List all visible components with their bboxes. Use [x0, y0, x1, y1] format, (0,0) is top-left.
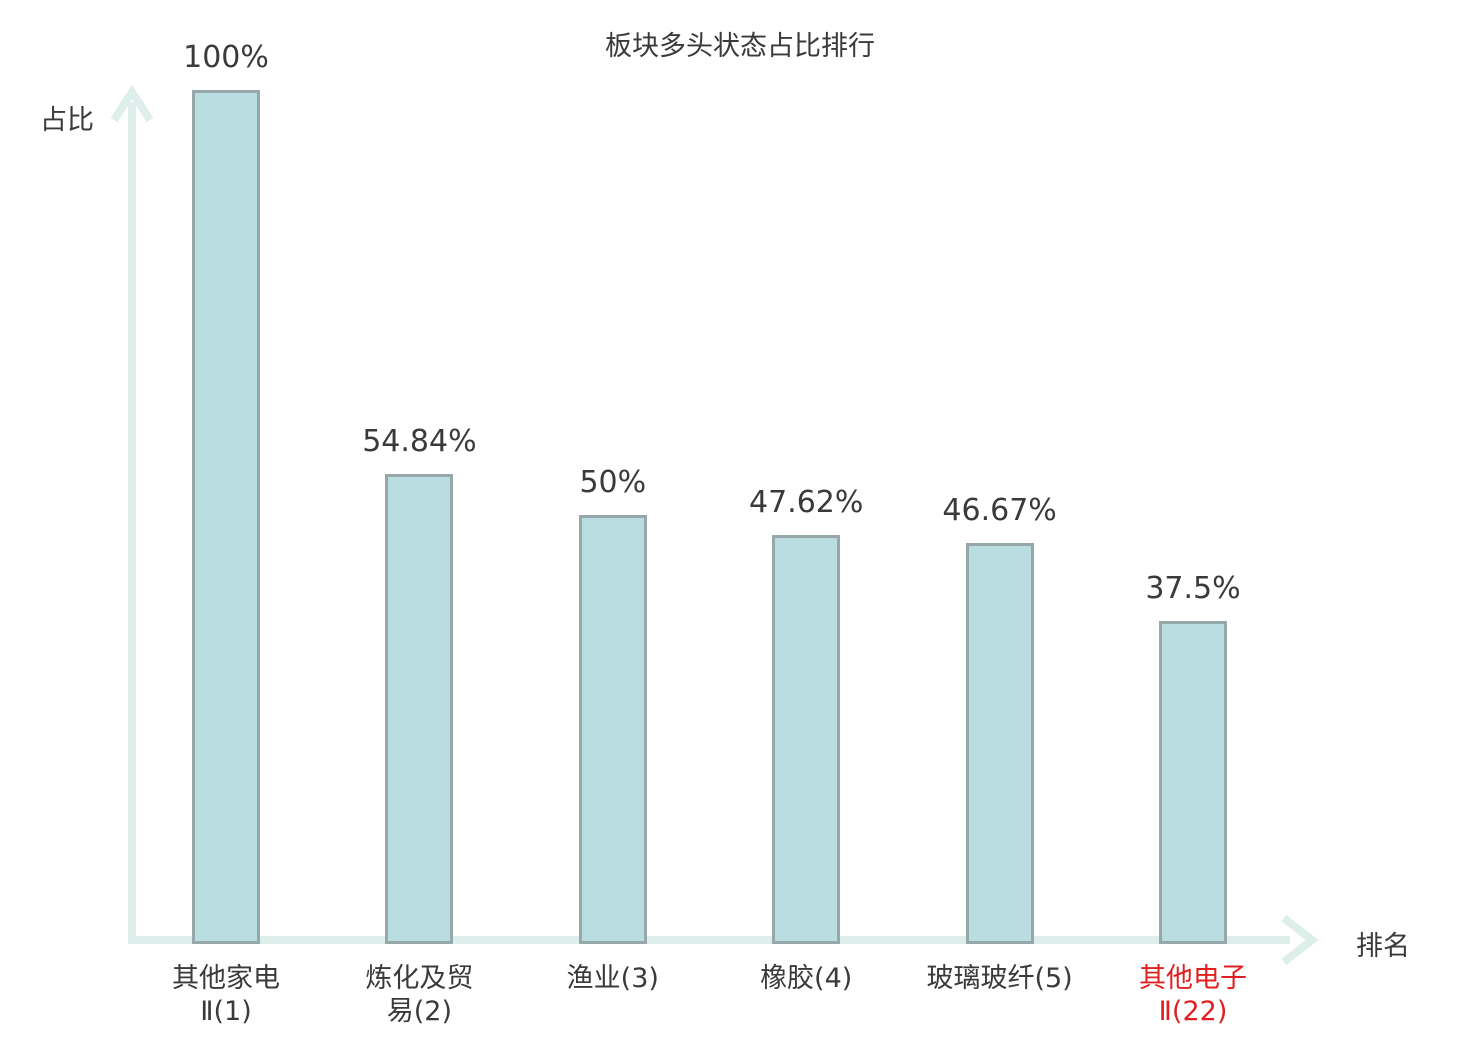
- x-axis-label: 排名: [1356, 931, 1410, 962]
- bar-value-label: 100%: [183, 40, 269, 75]
- bar: [965, 543, 1034, 944]
- bar-value-label: 47.62%: [748, 485, 864, 521]
- bar-category-label: 橡胶(4): [760, 963, 853, 994]
- bar: [192, 90, 260, 944]
- x-axis-arrow-icon: [1281, 914, 1319, 966]
- bar-value-label: 46.67%: [942, 493, 1057, 529]
- bar: [772, 535, 841, 944]
- bar: [1159, 621, 1227, 944]
- bar-category-label: 渔业(3): [566, 963, 659, 994]
- bar-category-label: 玻璃玻纤(5): [926, 963, 1073, 994]
- bar-value-label: 54.84%: [362, 423, 477, 459]
- y-axis-arrow-icon: [110, 84, 154, 123]
- bar-value-label: 37.5%: [1145, 571, 1241, 607]
- bar: [578, 515, 647, 944]
- bar: [385, 473, 454, 944]
- bar-category-label: 其他家电 Ⅱ(1): [172, 963, 280, 1027]
- y-axis-label: 占比: [40, 105, 94, 136]
- chart-title: 板块多头状态占比排行: [605, 31, 875, 62]
- bar-category-label: 其他电子 Ⅱ(22): [1139, 963, 1247, 1027]
- bar-category-label: 炼化及贸 易(2): [365, 963, 474, 1027]
- bar-value-label: 50%: [579, 465, 647, 500]
